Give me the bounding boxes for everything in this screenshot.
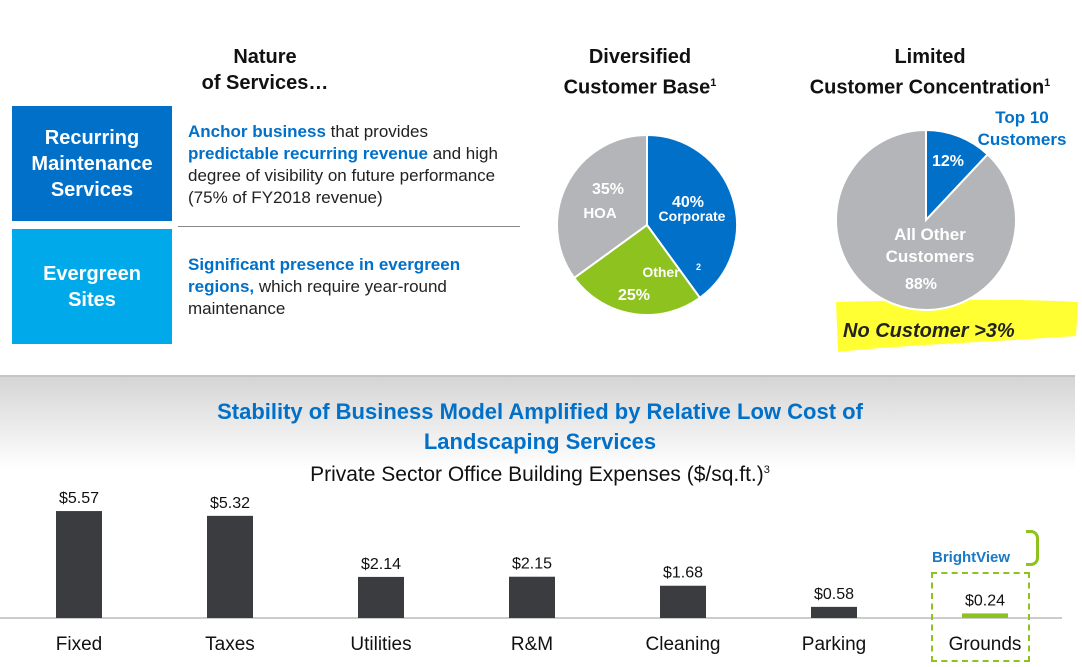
category-cleaning: Cleaning: [646, 634, 721, 655]
category-utilities: Utilities: [350, 634, 411, 655]
limited-header: Limited Customer Concentration1: [809, 46, 1051, 99]
top10-label-1: Top 10: [995, 108, 1049, 127]
bar-label-parking: $0.58: [814, 586, 854, 603]
bar-grounds: [962, 613, 1008, 618]
recurring-services-box: Recurring Maintenance Services: [12, 106, 172, 221]
diversified-header: Diversified Customer Base1: [563, 46, 717, 99]
evergreen-description: Significant presence in evergreen region…: [188, 255, 461, 318]
others-pct: 88%: [905, 276, 937, 293]
bar-label-cleaning: $1.68: [663, 565, 703, 582]
nature-header: Nature of Services…: [201, 46, 329, 94]
other-pct: 25%: [618, 287, 650, 304]
concentration-slice-top-10-customers: [925, 128, 990, 223]
category-taxes: Taxes: [205, 634, 255, 655]
grounds-highlight-box: [931, 572, 1030, 662]
bar-label-utilities: $2.14: [361, 556, 401, 573]
bar-cleaning: [660, 585, 706, 618]
bar-label-taxes: $5.32: [210, 495, 250, 512]
evergreen-sites-box: Evergreen Sites: [12, 229, 172, 344]
bar-label-r&m: $2.15: [512, 556, 552, 573]
section-title: Stability of Business Model Amplified by…: [217, 399, 863, 454]
bar-parking: [811, 606, 857, 618]
bar-fixed: [56, 511, 102, 618]
bar-taxes: [207, 515, 253, 618]
customer-base-slice-corporate: [646, 133, 738, 300]
top10-pct: 12%: [932, 153, 964, 170]
corporate-label: Corporate: [659, 208, 726, 224]
top10-label-2: Customers: [978, 130, 1067, 149]
category-parking: Parking: [802, 634, 866, 655]
others-label-1: All Other: [894, 225, 966, 244]
customer-base-slice-other: [572, 223, 702, 316]
divider: [178, 226, 520, 227]
brightview-leaf-icon: [1026, 530, 1039, 566]
hoa-pct: 35%: [592, 181, 624, 198]
bar-label-fixed: $5.57: [59, 490, 99, 507]
no-customer-callout: No Customer >3%: [843, 320, 1015, 342]
category-r&m: R&M: [511, 634, 553, 655]
brightview-logo: BrightView: [932, 549, 1011, 566]
customer-base-slice-hoa: [556, 133, 648, 280]
corporate-pct: 40%: [672, 194, 704, 211]
bar-utilities: [358, 576, 404, 618]
concentration-slice-all-other-customers: [835, 128, 1017, 311]
background-shade: [0, 377, 1075, 470]
category-grounds: Grounds: [949, 634, 1022, 655]
category-fixed: Fixed: [56, 634, 102, 655]
hoa-label: HOA: [583, 205, 617, 222]
others-label-2: Customers: [886, 247, 975, 266]
other-sup: 2: [696, 262, 701, 272]
bar-r&m: [509, 576, 555, 618]
other-label: Other: [642, 264, 680, 280]
bar-label-grounds: $0.24: [965, 592, 1005, 609]
highlight: [836, 299, 1078, 352]
recurring-description: Anchor business that provides predictabl…: [188, 122, 498, 207]
bar-chart-title: Private Sector Office Building Expenses …: [310, 463, 770, 486]
